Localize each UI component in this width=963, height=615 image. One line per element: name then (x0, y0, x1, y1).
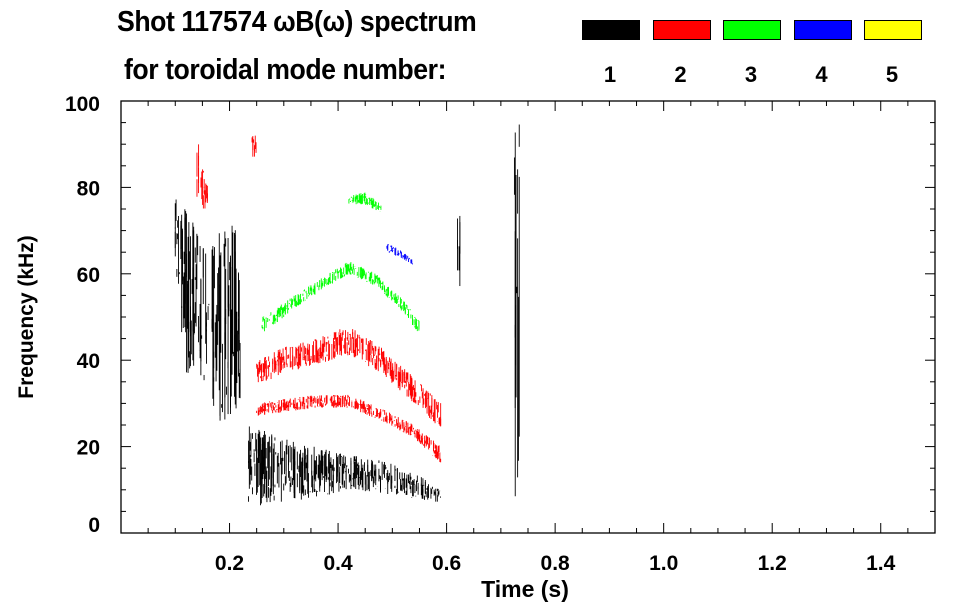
x-tick-label: 0.6 (432, 552, 461, 575)
legend-label-mode-2: 2 (674, 62, 687, 87)
x-tick-label: 0.8 (541, 552, 571, 575)
band-n1-early-burst (174, 199, 241, 421)
spectrogram-marks (174, 124, 520, 506)
y-axis-label: Frequency (kHz) (15, 235, 38, 398)
y-tick-label: 100 (65, 93, 100, 116)
legend-swatch-mode-5 (864, 20, 922, 40)
x-tick-label: 1.4 (866, 552, 896, 575)
chart-title-line2: for toroidal mode number: (124, 54, 446, 86)
y-tick-label: 60 (77, 264, 100, 287)
legend-swatch-mode-2 (652, 20, 711, 40)
legend-label-mode-5: 5 (885, 62, 899, 87)
x-axis-label: Time (s) (481, 576, 569, 602)
x-axis: 0.2 0.4 0.6 0.8 1.0 1.2 1.4 Time (s) (147, 101, 909, 602)
y-tick-label: 20 (77, 437, 100, 460)
legend-label-mode-3: 3 (744, 62, 758, 87)
band-n1-spike-0.73 (513, 124, 520, 497)
band-n2-high (251, 135, 257, 157)
legend-label-mode-1: 1 (603, 62, 617, 87)
y-tick-label: 40 (77, 350, 100, 373)
band-n3-upper (348, 192, 382, 212)
band-n2-lower (256, 394, 442, 463)
legend-swatch-mode-3 (723, 20, 781, 40)
y-tick-label: 0 (88, 514, 100, 537)
band-n1-low-burst (248, 426, 441, 506)
legend-label-mode-4: 4 (815, 62, 828, 87)
x-tick-label: 0.2 (215, 552, 244, 575)
x-tick-label: 1.2 (758, 552, 787, 575)
band-n2-early (196, 144, 208, 209)
y-axis: 0 20 40 60 80 100 Frequency (kHz) (15, 93, 935, 537)
chart-title-line1: Shot 117574 ωB(ω) spectrum (117, 6, 477, 38)
plot-frame (120, 100, 936, 534)
band-n4 (386, 244, 413, 265)
band-n3-main (261, 262, 420, 332)
legend-swatch-mode-1 (582, 20, 640, 40)
x-tick-label: 1.0 (649, 552, 678, 575)
y-tick-label: 80 (77, 177, 100, 200)
legend-swatch-mode-4 (793, 20, 852, 40)
band-n1-spike-0.62 (457, 215, 461, 287)
x-tick-label: 0.4 (323, 552, 353, 575)
band-n2-upper (256, 329, 442, 427)
